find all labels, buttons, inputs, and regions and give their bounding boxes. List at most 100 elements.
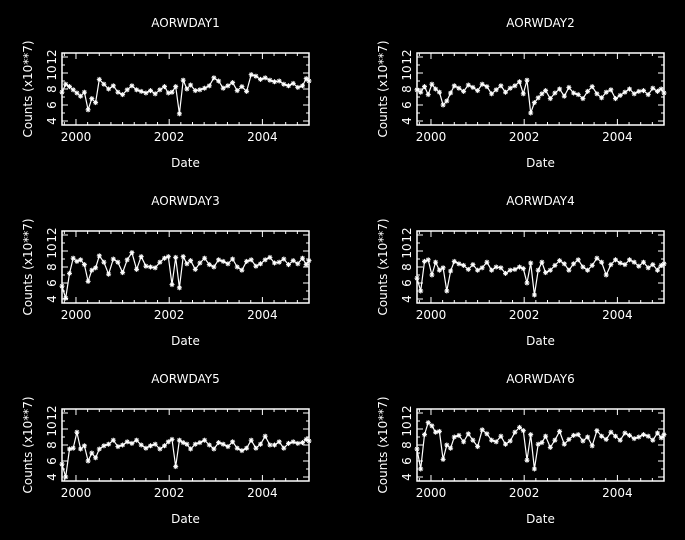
data-point bbox=[202, 85, 208, 91]
data-point-marker bbox=[216, 78, 221, 84]
data-point bbox=[535, 267, 541, 273]
data-point-marker bbox=[566, 85, 572, 90]
data-point bbox=[599, 259, 605, 265]
series-line bbox=[61, 251, 310, 299]
data-point bbox=[244, 445, 250, 451]
data-point bbox=[225, 83, 231, 89]
data-point bbox=[528, 432, 534, 438]
x-tick-label: 2000 bbox=[61, 308, 92, 322]
data-point-marker bbox=[599, 260, 604, 265]
data-point bbox=[234, 88, 240, 94]
data-point bbox=[101, 81, 107, 87]
data-point bbox=[520, 266, 526, 272]
data-point bbox=[650, 262, 656, 268]
x-tick-label: 2000 bbox=[61, 130, 92, 144]
data-point-marker bbox=[636, 89, 641, 94]
data-point-marker bbox=[562, 442, 567, 447]
data-point bbox=[493, 264, 499, 270]
data-point bbox=[234, 264, 240, 270]
data-point bbox=[120, 92, 126, 98]
data-point-marker bbox=[422, 84, 427, 89]
data-point-marker bbox=[452, 259, 457, 264]
data-point bbox=[585, 88, 591, 94]
data-point-marker bbox=[211, 264, 217, 270]
data-point-marker bbox=[258, 77, 263, 82]
data-point bbox=[197, 260, 203, 266]
data-point bbox=[603, 436, 609, 442]
data-point-marker bbox=[291, 258, 296, 263]
data-point bbox=[451, 258, 457, 264]
data-point bbox=[589, 84, 595, 90]
data-point-marker bbox=[230, 256, 235, 262]
data-point bbox=[74, 258, 80, 264]
data-point bbox=[418, 89, 424, 95]
data-point bbox=[234, 445, 240, 451]
data-point-marker bbox=[134, 267, 139, 272]
data-point-marker bbox=[543, 434, 548, 439]
y-tick-label: 6 bbox=[400, 101, 414, 109]
data-point-marker bbox=[429, 423, 435, 428]
data-point-marker bbox=[129, 83, 135, 88]
data-point bbox=[498, 83, 504, 89]
data-point-marker bbox=[604, 90, 609, 95]
data-point-marker bbox=[253, 446, 259, 451]
data-point-marker bbox=[177, 285, 182, 290]
data-point bbox=[489, 437, 495, 443]
data-point-marker bbox=[101, 82, 107, 87]
y-tick-label: 6 bbox=[45, 101, 59, 109]
data-point-marker bbox=[235, 446, 240, 451]
data-point-marker bbox=[437, 268, 442, 273]
data-point bbox=[225, 444, 231, 450]
data-point bbox=[425, 257, 431, 263]
data-point-marker bbox=[85, 458, 91, 464]
data-point bbox=[448, 90, 454, 96]
data-point-marker bbox=[197, 260, 203, 266]
data-point-marker bbox=[181, 440, 186, 445]
data-point-marker bbox=[169, 282, 175, 287]
data-point-marker bbox=[216, 440, 221, 445]
data-point bbox=[267, 77, 273, 83]
data-point bbox=[272, 442, 277, 448]
data-point bbox=[184, 86, 190, 92]
data-point-marker bbox=[466, 82, 471, 88]
data-point-marker bbox=[101, 260, 107, 265]
data-point-marker bbox=[111, 438, 116, 443]
data-point bbox=[429, 423, 435, 429]
data-point bbox=[622, 430, 628, 436]
data-point bbox=[106, 441, 112, 447]
data-point-marker bbox=[97, 446, 102, 452]
data-point-marker bbox=[517, 79, 522, 84]
data-point-marker bbox=[249, 257, 254, 262]
data-point-marker bbox=[225, 444, 231, 449]
y-tick-label: 8 bbox=[400, 441, 414, 449]
data-point-marker bbox=[207, 83, 212, 88]
data-point-marker bbox=[646, 265, 651, 270]
data-point-marker bbox=[594, 256, 600, 261]
x-tick-label: 2002 bbox=[509, 130, 540, 144]
data-point bbox=[173, 84, 179, 90]
data-point-marker bbox=[508, 268, 513, 273]
data-point bbox=[436, 89, 442, 95]
data-point-marker bbox=[169, 437, 175, 442]
data-point bbox=[528, 260, 534, 266]
data-point bbox=[520, 428, 526, 434]
data-point bbox=[81, 89, 87, 95]
x-axis-label: Date bbox=[171, 334, 200, 348]
data-point-marker bbox=[134, 438, 139, 443]
data-point bbox=[197, 87, 203, 93]
data-point bbox=[165, 90, 171, 96]
data-point-marker bbox=[655, 268, 660, 273]
data-point-marker bbox=[106, 272, 111, 277]
data-point bbox=[475, 444, 481, 450]
data-point bbox=[300, 255, 305, 261]
data-point-marker bbox=[650, 86, 655, 91]
data-point-marker bbox=[253, 264, 259, 269]
data-point bbox=[262, 257, 268, 263]
data-point-marker bbox=[216, 257, 221, 262]
data-point bbox=[461, 88, 467, 94]
data-point bbox=[517, 264, 522, 270]
data-point-marker bbox=[225, 261, 231, 266]
data-point bbox=[524, 457, 530, 463]
data-point bbox=[608, 262, 614, 268]
data-point-marker bbox=[111, 256, 116, 262]
